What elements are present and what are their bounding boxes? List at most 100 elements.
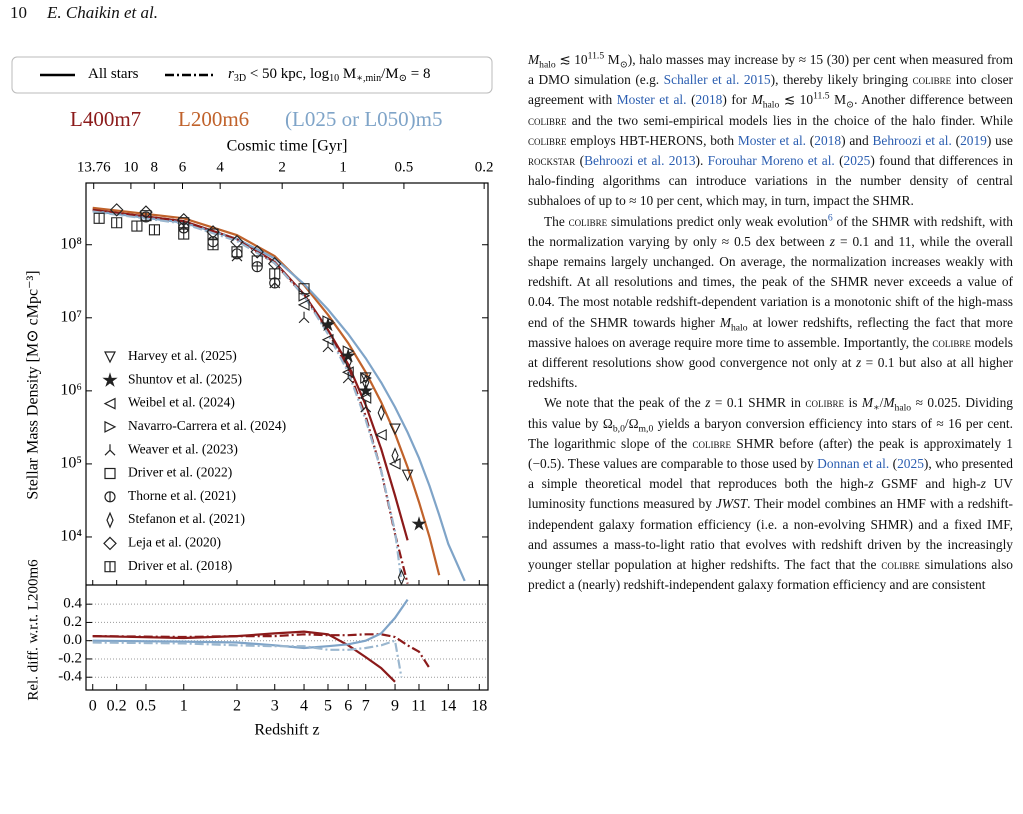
x2-axis-label: Cosmic time [Gyr] [227, 138, 348, 155]
text-run: colibre [692, 435, 731, 451]
citation-link[interactable]: Behroozi et al. 2013 [584, 153, 696, 169]
y-tick-label: -0.4 [58, 669, 82, 685]
text-run: /Ω [624, 415, 639, 431]
obs-marker [342, 371, 354, 384]
obs-marker [139, 205, 153, 219]
label-part: ∗,min [356, 73, 381, 84]
x-tick-label: 14 [440, 698, 456, 715]
obs-marker [359, 392, 372, 404]
obs-marker [102, 372, 118, 387]
obs-marker [377, 404, 385, 422]
x-tick-label: 7 [362, 698, 370, 715]
body-text: Mhalo ≲ 1011.5 M⊙), halo masses may incr… [528, 50, 1013, 595]
obs-marker [104, 444, 116, 456]
series-label: (L025 or L050)m5 [285, 107, 442, 131]
series-line [92, 639, 403, 678]
obs-marker [389, 423, 401, 436]
series-group [92, 598, 431, 683]
text-run: ( [686, 92, 696, 108]
label-part: M [339, 66, 356, 82]
x-tick-label: 11 [411, 698, 426, 715]
y-axis-label: Rel. diff. w.r.t. L200m6 [25, 559, 41, 701]
citation-link[interactable]: 2025 [843, 153, 871, 169]
citation-link[interactable]: 2019 [960, 132, 987, 148]
obs-marker [269, 268, 281, 280]
obs-marker [374, 428, 387, 441]
citation-link[interactable]: Forouhar Moreno et al. [707, 153, 835, 169]
y-tick-label: 10⁸ [60, 235, 82, 252]
x2-tick-label: 13.76 [77, 159, 111, 175]
text-run: ⊙ [619, 59, 628, 71]
obs-legend-label: Weibel et al. (2024) [128, 395, 235, 410]
text-run: ≈ 0.025. Dividing this value by Ω [528, 395, 1013, 431]
text-run: M [751, 92, 763, 108]
citation-link[interactable]: 2018 [814, 132, 842, 148]
series-line [92, 633, 431, 669]
citation-link[interactable]: Behroozi et al. [872, 132, 952, 148]
text-run: = 0.1 SHMR in [710, 395, 806, 411]
text-run: ( [951, 132, 961, 148]
citation-link[interactable]: 2025 [897, 456, 924, 472]
obs-marker [359, 372, 372, 385]
running-header: 10 E. Chaikin et al. [10, 3, 158, 23]
obs-marker [104, 467, 116, 480]
text-run: z [980, 476, 986, 492]
series-label: L200m6 [178, 107, 249, 131]
obs-marker [176, 212, 191, 227]
text-run: GSMF and high- [873, 476, 981, 492]
obs-marker [269, 277, 281, 289]
text-run: employs HBT-HERONS, both [566, 132, 738, 148]
obs-marker [106, 511, 114, 529]
x-tick-label: 6 [344, 698, 352, 715]
x-tick-label: 5 [324, 698, 332, 715]
citation-link[interactable]: Moster et al. [737, 132, 807, 148]
x-tick-label: 2 [233, 698, 241, 715]
text-run: halo [539, 59, 556, 71]
obs-marker [111, 217, 123, 229]
text-run: JWST [715, 496, 748, 512]
paragraph: The colibre simulations predict only wea… [528, 212, 1013, 394]
text-run: M [528, 52, 540, 67]
text-run: simulations also predict a (nearly) reds… [528, 557, 1013, 593]
obs-marker [322, 340, 334, 353]
citation-link[interactable]: Schaller et al. 2015 [663, 72, 771, 88]
style-legend-label: r3D < 50 kpc, log10 M∗,min/M⊙ = 8 [228, 66, 430, 84]
text-run: simulations predict only weak evolution [607, 213, 828, 229]
citation-link[interactable]: Donnan et al. [817, 456, 890, 472]
style-legend-label: All stars [88, 66, 139, 82]
text-run: z [829, 233, 835, 249]
series-line [92, 210, 403, 582]
x2-tick-label: 4 [216, 159, 224, 175]
y-tick-label: 0.2 [63, 614, 82, 630]
obs-marker [93, 212, 105, 224]
text-run: ( [575, 153, 585, 169]
series-line [92, 630, 396, 683]
x2-tick-label: 0.2 [475, 159, 494, 175]
citation-link[interactable]: 2018 [695, 92, 723, 108]
text-run: ), halo masses may increase by ≈ 15 (30)… [528, 52, 1014, 88]
figure: All stars r3D < 50 kpc, log10 M∗,min/M⊙ =… [11, 56, 494, 739]
text-run: = 0.1 and 11, while the overall shape re… [528, 233, 1013, 330]
text-run: b,0 [612, 423, 625, 435]
text-run: ≲ 10 [555, 52, 588, 67]
y-tick-label: 10⁷ [60, 308, 82, 325]
text-run: yields a baryon conversion efficiency in… [528, 415, 1014, 451]
plot-frame [85, 182, 489, 691]
obs-marker [131, 220, 143, 232]
citation-link[interactable]: 6 [827, 212, 833, 224]
obs-marker [104, 561, 116, 573]
text-run: ( [834, 153, 844, 169]
text-run: and the two semi-empirical models lies i… [566, 112, 1013, 128]
obs-marker [320, 317, 336, 332]
obs-marker [411, 516, 427, 531]
obs-marker [298, 311, 310, 324]
obs-marker [103, 397, 116, 410]
citation-link[interactable]: Moster et al. [616, 92, 687, 108]
obs-marker [250, 245, 264, 259]
text-run: ⊙ [846, 100, 855, 112]
text-run: UV luminosity functions measured by [528, 476, 1013, 512]
series-line [92, 206, 441, 576]
y-axis-label: Stellar Mass Density [M⊙ cMpc⁻³] [25, 270, 42, 499]
obs-marker [103, 536, 117, 551]
